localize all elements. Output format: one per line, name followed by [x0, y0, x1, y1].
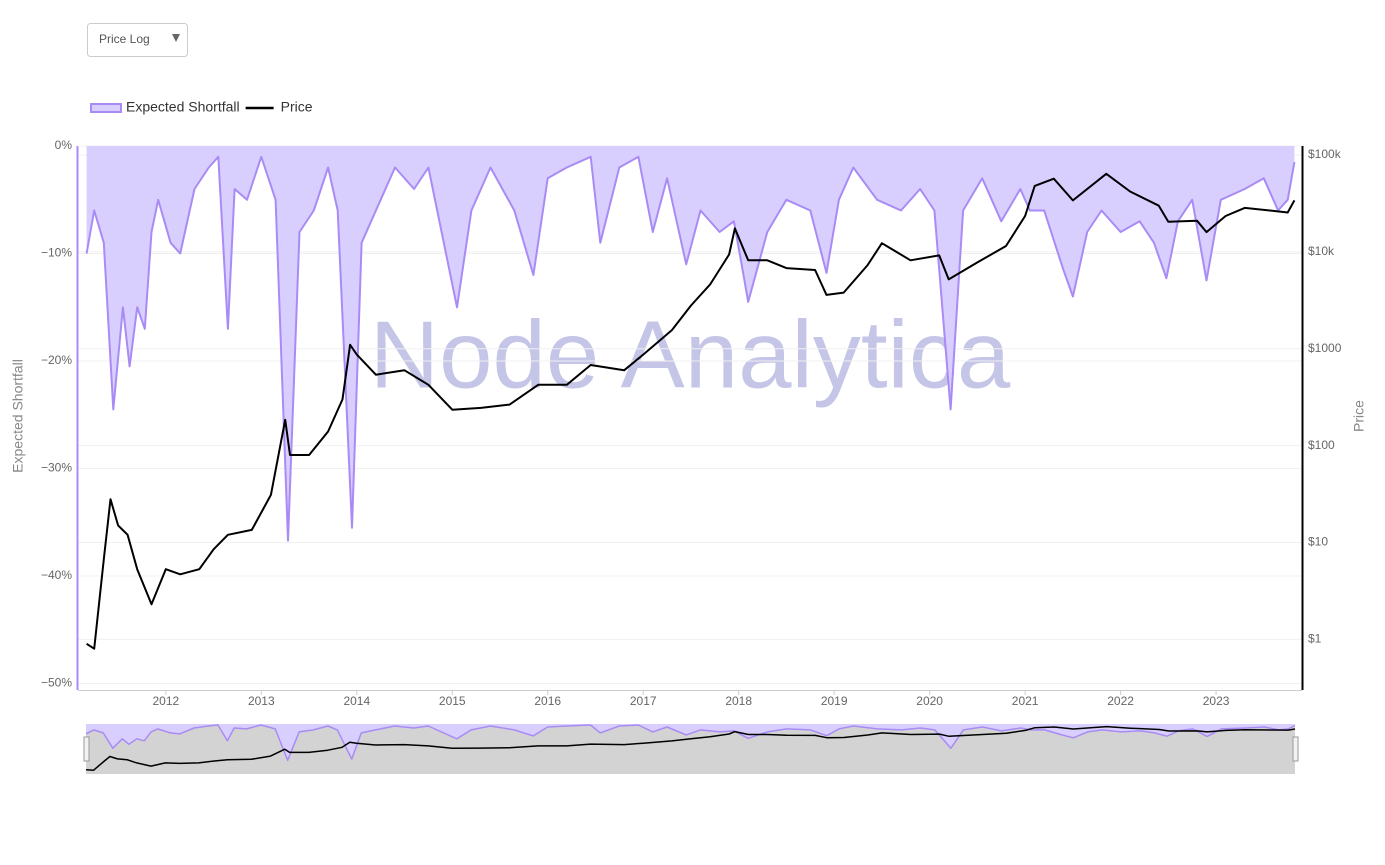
x-tick-label: 2023 [1203, 694, 1230, 708]
y2-axis-title: Price [1351, 400, 1367, 432]
legend-label[interactable]: Price [281, 99, 313, 115]
x-tick-label: 2012 [152, 694, 179, 708]
y2-tick-label: $1000 [1308, 341, 1342, 355]
x-tick-label: 2016 [534, 694, 561, 708]
line [86, 172, 1296, 650]
y-tick-label: −40% [41, 568, 72, 582]
y-tick-label: 0% [55, 138, 73, 152]
area-fill [86, 724, 1295, 761]
area-fill [86, 146, 1295, 541]
navigator-handle[interactable] [83, 736, 90, 762]
legend-label[interactable]: Expected Shortfall [126, 99, 240, 115]
y2-tick-label: $100k [1308, 147, 1342, 161]
x-tick-label: 2021 [1012, 694, 1039, 708]
y-tick-label: −30% [41, 461, 72, 475]
dropdown[interactable]: Price Log [87, 23, 188, 57]
dropdown-label[interactable]: Price Log [99, 32, 150, 46]
navigator-handle[interactable] [1292, 736, 1299, 762]
x-tick-label: 2018 [725, 694, 752, 708]
x-tick-label: 2014 [343, 694, 370, 708]
legend-swatch[interactable] [90, 103, 122, 113]
y2-tick-label: $1 [1308, 632, 1322, 646]
x-tick-label: 2019 [821, 694, 848, 708]
area-line [85, 724, 1296, 762]
watermark: Node Analytica [370, 301, 1011, 408]
y2-tick-label: $100 [1308, 438, 1335, 452]
y-axis-title: Expected Shortfall [10, 359, 26, 473]
x-tick-label: 2013 [248, 694, 275, 708]
y-tick-label: −10% [41, 246, 72, 260]
x-tick-label: 2022 [1107, 694, 1134, 708]
x-tick-label: 2017 [630, 694, 657, 708]
y2-tick-label: $10 [1308, 535, 1328, 549]
area-line [85, 155, 1296, 542]
y2-tick-label: $10k [1308, 244, 1335, 258]
line [85, 725, 1296, 771]
y-tick-label: −50% [41, 676, 72, 690]
x-tick-label: 2015 [439, 694, 466, 708]
y-tick-label: −20% [41, 353, 72, 367]
x-tick-label: 2020 [916, 694, 943, 708]
dropdown-arrow[interactable] [172, 34, 180, 42]
dropdown-box[interactable] [87, 23, 188, 57]
